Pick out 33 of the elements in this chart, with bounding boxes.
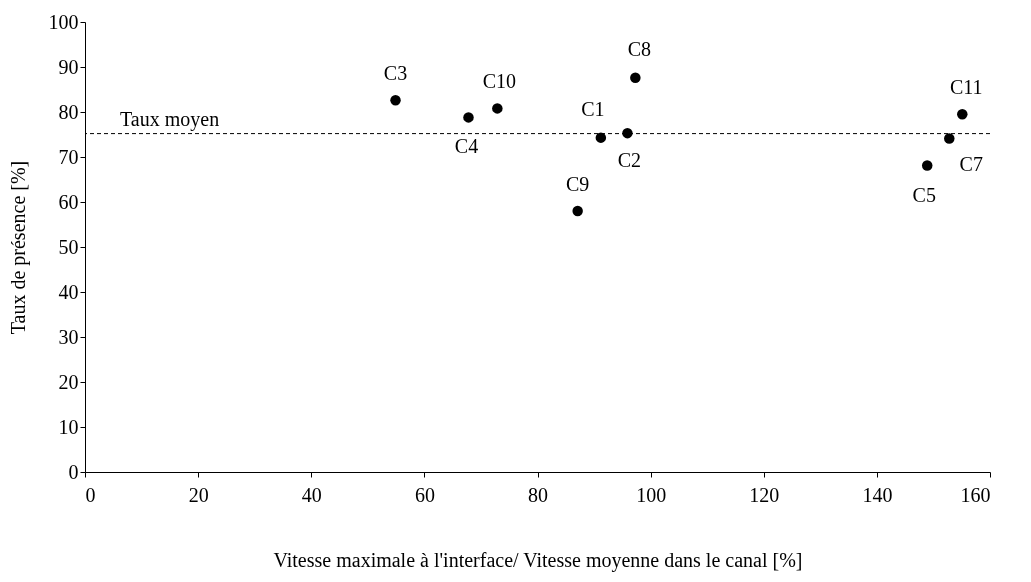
y-tick-label: 60 — [58, 190, 79, 213]
annotation: C3 — [383, 62, 408, 85]
annotation: C10 — [482, 70, 517, 93]
x-tick-label: 20 — [188, 483, 209, 506]
y-tick-label: 10 — [58, 415, 79, 438]
x-tick-label: 0 — [85, 483, 96, 506]
y-tick-label: 100 — [48, 10, 79, 33]
y-tick-label: 70 — [58, 145, 79, 168]
y-tick-label: 0 — [68, 460, 79, 483]
ref-line-label: Taux moyen — [120, 107, 220, 131]
y-tick-label: 90 — [58, 55, 79, 78]
annotation: C4 — [454, 135, 479, 158]
x-tick-label: 80 — [528, 483, 548, 506]
x-tick-label: 120 — [749, 483, 780, 506]
annotation: C7 — [959, 152, 983, 175]
annotation: C9 — [565, 173, 590, 195]
y-tick-label: 50 — [58, 235, 79, 258]
x-tick-label: 100 — [636, 483, 667, 506]
annotation: C1 — [581, 97, 605, 120]
x-tick-label: 160 — [960, 483, 991, 506]
y-tick-label: 20 — [58, 370, 79, 393]
y-axis-title: Taux de présence [%] — [6, 160, 30, 335]
y-tick-label: 40 — [58, 280, 79, 303]
x-tick-label: 140 — [862, 483, 893, 506]
x-tick-label: 60 — [414, 483, 435, 506]
x-axis-title: Vitesse maximale à l'interface/ Vitesse moyenne dans le canal [%] — [273, 548, 803, 572]
annotation: C11 — [949, 76, 983, 99]
annotation: C2 — [617, 149, 642, 172]
x-tick-label: 40 — [301, 483, 322, 506]
annotation: C8 — [627, 37, 652, 60]
y-tick-label: 80 — [58, 100, 79, 123]
annotation: C5 — [912, 183, 936, 206]
y-tick-label: 30 — [58, 325, 79, 348]
